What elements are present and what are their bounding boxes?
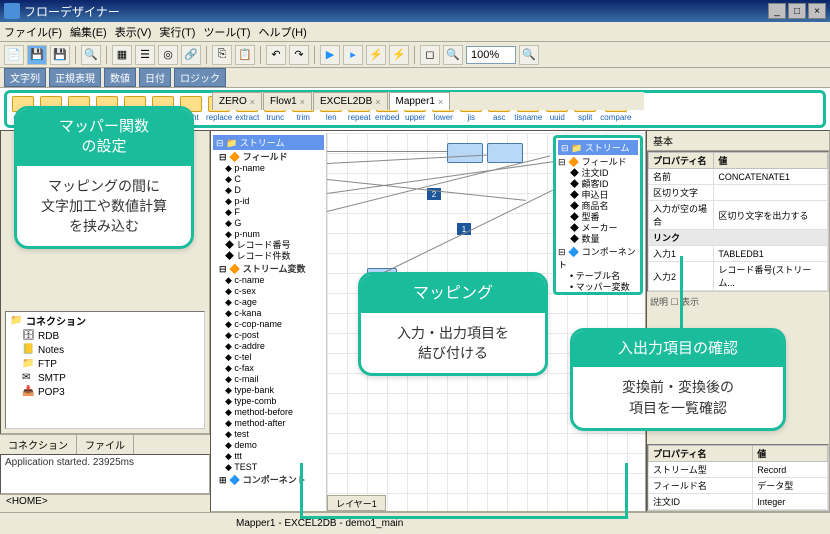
property-grid-1[interactable]: プロパティ名値 名前CONCATENATE1 区切り文字 入力が空の場合区切り文… (647, 151, 829, 292)
step-icon[interactable]: ▸ (343, 45, 363, 65)
input-stream-tree[interactable]: ⊟ 📁 ストリーム⊟ 🔶 フィールド◆ p-name◆ C◆ D◆ p-id◆ … (211, 133, 327, 511)
titlebar: フローデザイナー _ □ × (0, 0, 830, 22)
redo-icon[interactable]: ↷ (289, 45, 309, 65)
close-icon[interactable]: × (375, 97, 380, 107)
new-icon[interactable]: 📄 (4, 45, 24, 65)
copy-icon[interactable]: ⎘ (212, 45, 232, 65)
close-button[interactable]: × (808, 3, 826, 19)
saveall-icon[interactable]: 💾 (50, 45, 70, 65)
tab-date[interactable]: 日付 (139, 68, 171, 87)
property-grid-2[interactable]: プロパティ名値 ストリーム型Record フィールド名データ型 注文IDInte… (647, 444, 829, 511)
link-icon[interactable]: 🔗 (181, 45, 201, 65)
canvas-layer-tab[interactable]: レイヤー1 (327, 495, 386, 511)
undo-icon[interactable]: ↶ (266, 45, 286, 65)
mapper-node[interactable] (447, 143, 483, 163)
doctab-mapper1[interactable]: Mapper1× (389, 92, 451, 110)
status-text: Mapper1 - EXCEL2DB - demo1_main (236, 518, 403, 529)
zoomin-icon[interactable]: 🔍 (519, 45, 539, 65)
minimize-button[interactable]: _ (768, 3, 786, 19)
menu-run[interactable]: 実行(T) (159, 24, 195, 40)
callout-mapper-function: マッパー関数の設定 マッピングの間に文字加工や数値計算を挟み込む (14, 106, 194, 249)
property-panel: 基本 プロパティ名値 名前CONCATENATE1 区切り文字 入力が空の場合区… (646, 130, 830, 512)
mapper-node[interactable] (487, 143, 523, 163)
close-icon[interactable]: × (438, 97, 443, 107)
menu-help[interactable]: ヘルプ(H) (258, 24, 306, 40)
app-icon (4, 3, 20, 19)
tab-file[interactable]: ファイル (77, 435, 134, 454)
prop-desc: 説明 ☐ 表示 (647, 292, 829, 311)
main-toolbar: 📄 💾 💾 🔍 ▦ ☰ ◎ 🔗 ⎘ 📋 ↶ ↷ ▶ ▸ ⚡ ⚡ ◻ 🔍 100%… (0, 42, 830, 68)
connector-line (680, 256, 683, 330)
left-tabs: コネクション ファイル (0, 434, 210, 454)
layers-icon[interactable]: ☰ (135, 45, 155, 65)
doctab-excel2db[interactable]: EXCEL2DB× (313, 92, 388, 110)
category-tabs: 文字列 正規表現 数値 日付 ロジック (0, 68, 830, 88)
doctab-zero[interactable]: ZERO× (212, 92, 262, 110)
stop-icon[interactable]: ◻ (420, 45, 440, 65)
log-output: Application started. 23925ms (0, 454, 210, 494)
home-breadcrumb: <HOME> (0, 494, 210, 512)
paste-icon[interactable]: 📋 (235, 45, 255, 65)
save-icon[interactable]: 💾 (27, 45, 47, 65)
doctab-flow1[interactable]: Flow1× (263, 92, 312, 110)
output-stream-tree[interactable]: ⊟ 📁 ストリーム⊟ 🔶 フィールド◆ 注文ID◆ 顧客ID◆ 申込日◆ 商品名… (553, 135, 643, 295)
tab-number[interactable]: 数値 (104, 68, 136, 87)
callout-mapping: マッピング 入力・出力項目を結び付ける (358, 272, 548, 376)
prop-tab-basic[interactable]: 基本 (647, 131, 829, 151)
close-icon[interactable]: × (250, 97, 255, 107)
menu-tool[interactable]: ツール(T) (203, 24, 250, 40)
callout-body: 入力・出力項目を結び付ける (361, 313, 545, 374)
target-icon[interactable]: ◎ (158, 45, 178, 65)
maximize-button[interactable]: □ (788, 3, 806, 19)
close-icon[interactable]: × (300, 97, 305, 107)
connector-line (300, 516, 628, 519)
callout-body: 変換前・変換後の項目を一覧確認 (573, 367, 783, 428)
menu-file[interactable]: ファイル(F) (4, 24, 62, 40)
tab-regex[interactable]: 正規表現 (49, 68, 101, 87)
connector-line (625, 463, 628, 519)
callout-io-check: 入出力項目の確認 変換前・変換後の項目を一覧確認 (570, 328, 786, 431)
window-title: フローデザイナー (24, 3, 120, 20)
grid-icon[interactable]: ▦ (112, 45, 132, 65)
zoom-select[interactable]: 100% (466, 46, 516, 64)
menubar: ファイル(F) 編集(E) 表示(V) 実行(T) ツール(T) ヘルプ(H) (0, 22, 830, 42)
find-icon[interactable]: 🔍 (81, 45, 101, 65)
connector-line (300, 463, 303, 519)
bolt-icon[interactable]: ⚡ (389, 45, 409, 65)
menu-view[interactable]: 表示(V) (115, 24, 152, 40)
run-icon[interactable]: ▶ (320, 45, 340, 65)
zoomout-icon[interactable]: 🔍 (443, 45, 463, 65)
flash-icon[interactable]: ⚡ (366, 45, 386, 65)
tab-logic[interactable]: ロジック (174, 68, 226, 87)
tab-connection[interactable]: コネクション (0, 435, 77, 454)
connection-tree[interactable]: 📁コネクション 🗄RDB 📒Notes 📁FTP ✉SMTP 📥POP3 (5, 311, 205, 429)
callout-body: マッピングの間に文字加工や数値計算を挟み込む (17, 166, 191, 247)
menu-edit[interactable]: 編集(E) (70, 24, 107, 40)
tab-string[interactable]: 文字列 (4, 68, 46, 87)
